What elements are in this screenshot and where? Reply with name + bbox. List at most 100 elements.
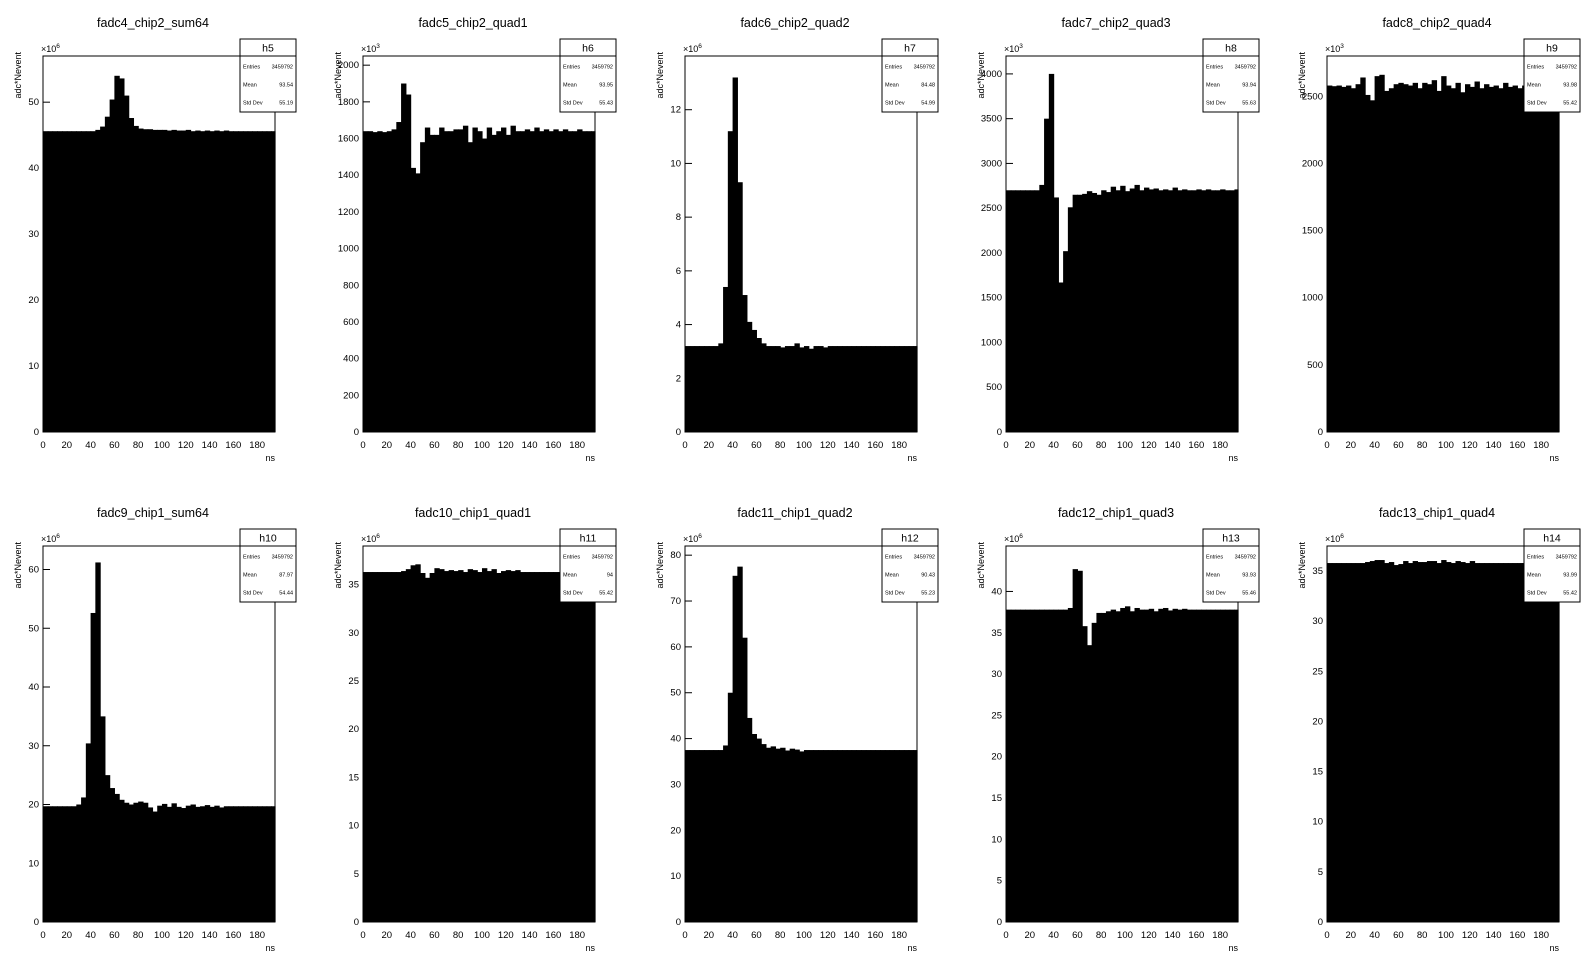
bar bbox=[505, 570, 512, 922]
bar bbox=[47, 131, 54, 432]
bar bbox=[1148, 189, 1155, 432]
bar bbox=[176, 806, 182, 922]
bar bbox=[1015, 609, 1021, 922]
bar bbox=[1006, 190, 1012, 432]
bar bbox=[119, 78, 125, 432]
y-axis: 0 5 10 15 20 25 30 35 adc*Nevent ×106 bbox=[1297, 533, 1344, 928]
stats-label: Mean bbox=[1206, 573, 1220, 579]
bar bbox=[789, 748, 796, 922]
bar bbox=[572, 572, 578, 922]
stats-label: Std Dev bbox=[563, 101, 583, 107]
bar bbox=[823, 347, 829, 432]
bar bbox=[1129, 611, 1136, 922]
bar bbox=[1072, 194, 1078, 432]
y-tick-label: 0 bbox=[997, 427, 1002, 438]
bar bbox=[1096, 194, 1102, 432]
bar bbox=[85, 743, 92, 922]
bar bbox=[534, 127, 540, 432]
bar bbox=[405, 569, 412, 922]
bar bbox=[870, 750, 876, 922]
bar bbox=[486, 127, 493, 432]
x-tick-label: 100 bbox=[796, 440, 812, 451]
bar bbox=[1388, 88, 1395, 432]
stats-hist-name: h5 bbox=[262, 43, 274, 55]
stats-label: Mean bbox=[563, 573, 577, 579]
bar bbox=[718, 750, 724, 922]
y-tick-label: 20 bbox=[991, 752, 1002, 763]
y-axis: 0 500 1000 1500 2000 2500 3000 3500 4000adc*Neve… bbox=[976, 43, 1023, 438]
bar bbox=[71, 806, 77, 922]
bar bbox=[410, 167, 416, 432]
bar bbox=[396, 572, 402, 922]
bar bbox=[1144, 609, 1150, 922]
bar bbox=[219, 807, 225, 922]
bar bbox=[434, 134, 440, 432]
panel-title: fadc11_chip1_quad2 bbox=[737, 506, 852, 520]
bar bbox=[591, 572, 596, 922]
bars bbox=[1327, 74, 1560, 433]
bar bbox=[1350, 88, 1357, 432]
x-tick-label: 100 bbox=[1438, 440, 1454, 451]
y-tick-label: 2500 bbox=[1302, 91, 1323, 102]
bar bbox=[591, 131, 596, 432]
y-axis-label: adc*Nevent bbox=[1297, 542, 1307, 589]
stats-value: 93.54 bbox=[279, 83, 293, 89]
bar bbox=[123, 95, 130, 432]
stats-label: Std Dev bbox=[885, 101, 905, 107]
panel-title: fadc4_chip2_sum64 bbox=[97, 16, 209, 30]
stats-label: Entries bbox=[243, 65, 260, 71]
stats-value: 55.42 bbox=[1563, 101, 1577, 107]
bar bbox=[71, 131, 77, 432]
bar bbox=[1029, 609, 1036, 922]
bar bbox=[1488, 563, 1495, 922]
plot-frame bbox=[362, 545, 596, 923]
bar bbox=[1167, 610, 1174, 922]
bar bbox=[548, 131, 554, 432]
y-multiplier: ×106 bbox=[41, 43, 60, 54]
bar bbox=[181, 808, 187, 922]
bar bbox=[104, 775, 111, 922]
bar bbox=[894, 346, 900, 432]
y-tick-label: 40 bbox=[28, 682, 39, 693]
bar bbox=[1134, 184, 1140, 432]
bars bbox=[1327, 560, 1560, 922]
y-tick-label: 0 bbox=[1318, 917, 1323, 928]
bar bbox=[1063, 251, 1069, 432]
bar bbox=[200, 806, 206, 922]
y-tick-label: 400 bbox=[343, 354, 359, 365]
bar bbox=[1096, 612, 1102, 922]
y-tick-label: 1500 bbox=[1302, 226, 1323, 237]
panel-title: fadc5_chip2_quad1 bbox=[418, 16, 527, 30]
x-tick-label: 120 bbox=[820, 440, 836, 451]
bar bbox=[1101, 612, 1107, 922]
stats-box-frame bbox=[239, 38, 297, 113]
bars bbox=[43, 562, 276, 922]
bar bbox=[415, 564, 421, 922]
bar bbox=[43, 131, 49, 432]
bar bbox=[1474, 563, 1480, 922]
bar bbox=[185, 805, 192, 922]
bar bbox=[176, 130, 182, 432]
stats-label: Mean bbox=[885, 83, 899, 89]
bar bbox=[109, 788, 115, 922]
stats-label: Mean bbox=[1527, 83, 1541, 89]
bar bbox=[439, 127, 445, 432]
stats-label: Entries bbox=[1206, 65, 1223, 71]
bar bbox=[1077, 570, 1083, 922]
bar bbox=[1441, 560, 1447, 922]
stats-value: 93.98 bbox=[1563, 83, 1577, 89]
bar bbox=[43, 806, 49, 922]
x-tick-label: 140 bbox=[202, 930, 218, 941]
bar bbox=[1082, 626, 1088, 922]
bar bbox=[228, 131, 234, 432]
y-tick-label: 20 bbox=[28, 295, 39, 306]
x-axis-label: ns bbox=[265, 453, 275, 463]
bar bbox=[1355, 84, 1361, 432]
bar bbox=[1522, 85, 1528, 433]
y-tick-label: 50 bbox=[28, 623, 39, 634]
